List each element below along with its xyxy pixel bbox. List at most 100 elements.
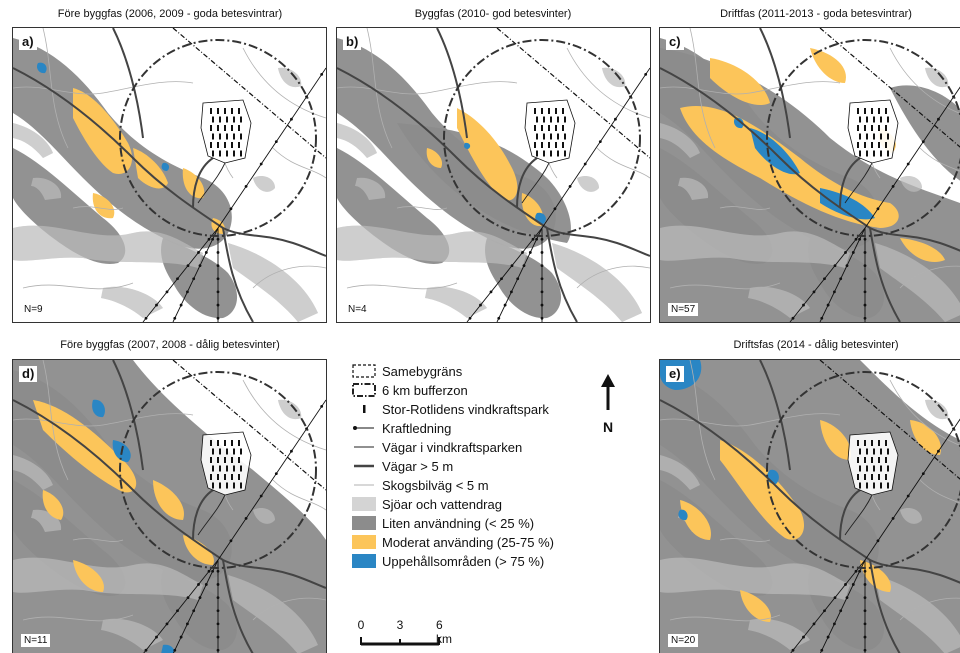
major-road-0 — [13, 399, 326, 589]
wind-turbine — [548, 125, 550, 131]
pylon — [851, 251, 855, 254]
pylon — [173, 648, 177, 652]
moderate-use-area-3 — [910, 420, 941, 455]
forest-road-3 — [669, 614, 781, 622]
lake-overlay-0 — [13, 557, 203, 600]
pylon — [535, 237, 538, 241]
high-use-area-2 — [678, 509, 688, 521]
pylon — [863, 635, 867, 639]
legend-label-powerline: Kraftledning — [382, 420, 452, 436]
wind-turbine — [240, 150, 242, 157]
major-road-0 — [660, 67, 960, 252]
pylon — [155, 303, 158, 307]
pylon — [583, 162, 587, 166]
wind-turbine — [219, 465, 221, 472]
major-road-0 — [13, 67, 326, 257]
legend-item-forestroads: Skogsbilväg < 5 m — [352, 476, 489, 494]
legend-label-lowuse: Liten användning (< 25 %) — [382, 515, 535, 531]
wind-turbine — [887, 116, 889, 123]
forest-road-4 — [899, 265, 960, 289]
wind-turbine — [555, 142, 557, 148]
pylon — [259, 494, 263, 498]
north-label: N — [602, 419, 614, 435]
wind-turbine — [562, 108, 564, 114]
lake-overlay-4 — [101, 286, 163, 318]
wind-turbine — [231, 474, 233, 480]
wind-turbine — [887, 448, 889, 455]
wind-turbine — [231, 125, 233, 131]
wind-turbine — [219, 448, 221, 455]
wind-turbine — [885, 474, 887, 480]
wind-turbine — [873, 448, 875, 455]
legend-label-turbines: Stor-Rotlidens vindkraftspark — [382, 401, 549, 417]
wind-turbine — [224, 142, 226, 148]
pylon — [820, 648, 824, 652]
lake-overlay-4 — [425, 286, 487, 318]
wind-turbine — [536, 116, 538, 123]
map-b — [337, 28, 650, 322]
map-panel-d: d) N=11 — [12, 359, 327, 653]
pylon — [863, 596, 867, 599]
wind-turbine — [880, 150, 882, 157]
buffer-zone-circle — [766, 39, 960, 237]
forest-road-1 — [689, 360, 716, 481]
forest-road-1 — [42, 28, 69, 149]
wind-turbine — [873, 482, 875, 489]
major-road-2 — [546, 227, 578, 322]
forest-road-2 — [242, 47, 326, 119]
wind-turbine — [864, 474, 866, 480]
pylon — [839, 277, 843, 281]
wind-turbine — [534, 125, 536, 131]
pylon — [851, 583, 855, 586]
pylon — [216, 648, 220, 652]
pylon — [820, 316, 824, 320]
wind-turbine — [871, 108, 873, 114]
pylon — [216, 303, 220, 307]
lake-overlay-1 — [552, 243, 642, 322]
lake-overlay-1 — [228, 575, 318, 653]
pylon — [198, 264, 202, 267]
forest-road-3 — [669, 282, 781, 290]
pylon — [192, 609, 196, 613]
buffer-symbol — [352, 383, 376, 397]
lake-overlay-3 — [900, 508, 922, 524]
wind-turbine — [878, 108, 880, 114]
scale-bar: 0 3 6 km — [356, 618, 452, 648]
pylon — [179, 635, 183, 639]
moderate-use-area-3 — [810, 48, 846, 83]
powerline-symbol — [352, 421, 376, 435]
pylon — [503, 303, 507, 307]
power-line-0 — [217, 67, 326, 229]
legend-item-turbines: Stor-Rotlidens vindkraftspark — [352, 400, 549, 418]
forest-road-3 — [346, 282, 458, 290]
wind-turbine — [859, 133, 861, 140]
wind-turbine — [864, 108, 866, 114]
wind-turbine — [885, 440, 887, 446]
panel-c-n: N=57 — [668, 303, 699, 316]
legend-item-majorroads: Vägar > 5 m — [352, 457, 453, 475]
map-e — [660, 360, 960, 653]
wind-turbine — [557, 133, 559, 140]
pylon — [165, 290, 169, 294]
wind-turbine — [240, 133, 242, 140]
major-road-0 — [660, 399, 960, 584]
wind-turbine — [212, 116, 214, 123]
park-road — [521, 162, 550, 204]
major-road-2 — [222, 227, 254, 322]
pylon — [290, 449, 293, 453]
moderate-use-area-1 — [133, 148, 168, 189]
lake-overlay-5 — [278, 67, 302, 88]
major-road-2 — [869, 559, 901, 653]
pylon — [144, 648, 148, 652]
wind-turbine — [880, 448, 882, 455]
wind-turbine — [226, 150, 228, 157]
scale-tick-0: 0 — [357, 618, 365, 632]
wind-turbine — [543, 116, 545, 123]
major-road-1 — [112, 28, 144, 139]
pylon — [854, 569, 858, 573]
high-use-area-1 — [464, 142, 471, 149]
moderate-use-area-1 — [710, 58, 770, 106]
wind-turbine — [866, 448, 868, 455]
wind-turbine — [217, 457, 219, 463]
pylon — [259, 162, 263, 166]
